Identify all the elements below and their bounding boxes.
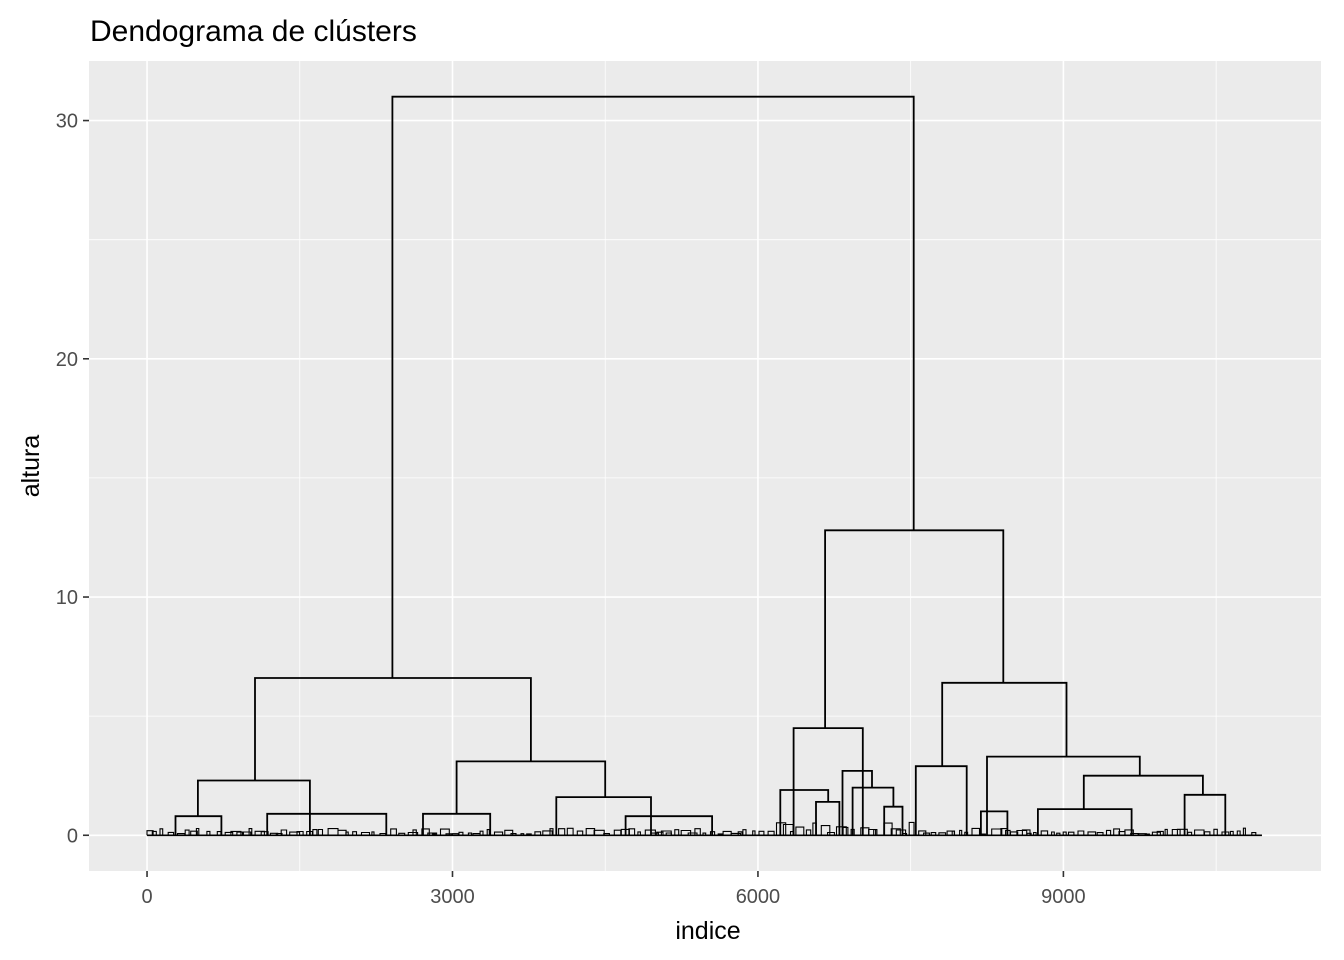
dendrogram-merge-5 xyxy=(792,727,864,836)
y-tick-label: 30 xyxy=(56,111,78,133)
x-tick-label: 6000 xyxy=(736,886,781,908)
dendrogram-merge-13 xyxy=(851,786,895,836)
y-tick-label: 10 xyxy=(56,587,78,609)
y-axis-title: altura xyxy=(17,435,45,498)
grid-major xyxy=(89,61,1321,871)
chart-title: Dendograma de clústers xyxy=(90,15,417,48)
dendrogram-merge-9 xyxy=(1183,793,1227,836)
dendrogram-merge-1 xyxy=(254,677,532,781)
dendrogram-merges xyxy=(174,95,1227,836)
dendrogram-merge-22 xyxy=(980,810,1009,836)
x-tick-label: 9000 xyxy=(1041,886,1086,908)
dendrogram-merge-12 xyxy=(841,770,873,836)
dendrogram-merge-20 xyxy=(815,801,841,836)
dendrogram-merge-14 xyxy=(779,789,830,836)
x-tick-label: 0 xyxy=(141,886,152,908)
x-axis: 0 3000 6000 9000 xyxy=(141,871,1086,908)
grid-minor xyxy=(89,61,1321,871)
dendrogram-merge-19 xyxy=(624,815,713,836)
dendrogram-merge-11 xyxy=(914,765,968,836)
dendrogram-merge-21 xyxy=(883,805,904,836)
y-tick-label: 0 xyxy=(67,825,78,847)
dendrogram-merge-7 xyxy=(986,755,1141,836)
dendrogram-leaves xyxy=(146,821,1262,837)
leaf-merges xyxy=(146,821,1257,836)
dendrogram-merge-16 xyxy=(266,812,388,836)
y-axis: 0 10 20 30 xyxy=(56,111,89,847)
dendrogram-merge-6 xyxy=(941,681,1068,767)
dendrogram-merge-0 xyxy=(391,95,915,678)
y-tick-label: 20 xyxy=(56,349,78,371)
dendrogram-merge-3 xyxy=(197,779,311,836)
x-axis-title: indice xyxy=(675,917,740,945)
dendrogram-merge-2 xyxy=(824,529,1005,729)
plot-panel xyxy=(89,61,1321,871)
dendrogram-merge-18 xyxy=(174,815,223,836)
dendrogram-merge-17 xyxy=(422,812,492,836)
dendrogram-merge-4 xyxy=(455,760,607,814)
dendrogram-merge-10 xyxy=(1037,808,1133,836)
dendrogram-merge-8 xyxy=(1082,774,1204,810)
x-tick-label: 3000 xyxy=(430,886,475,908)
